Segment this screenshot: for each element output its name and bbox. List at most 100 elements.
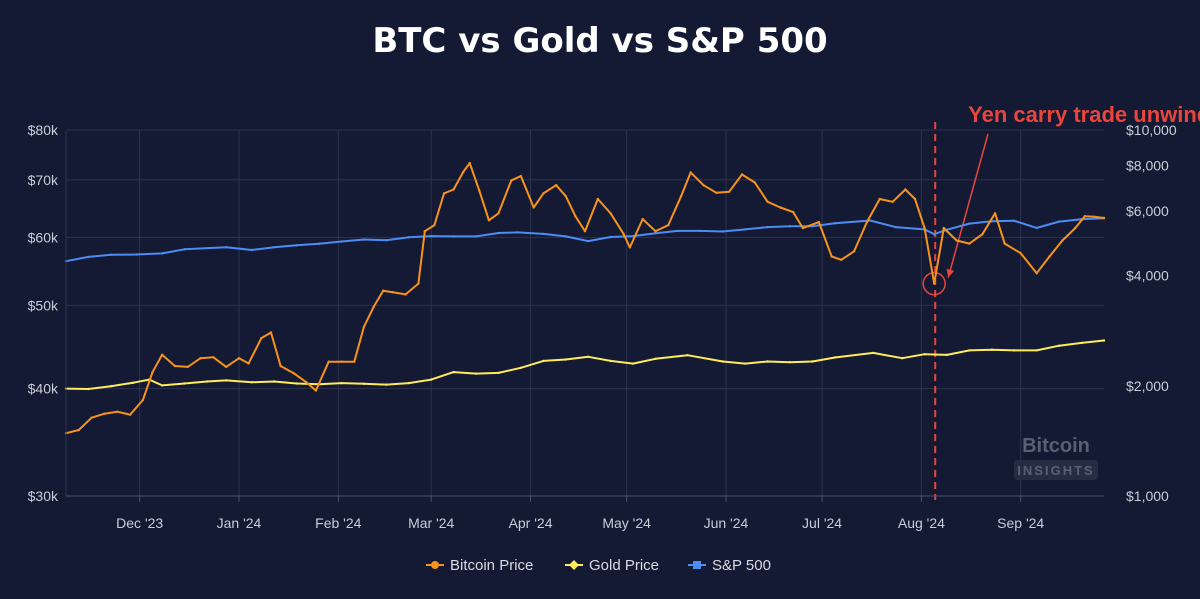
data-point bbox=[340, 381, 343, 385]
data-point bbox=[519, 366, 523, 369]
data-point bbox=[362, 325, 366, 329]
data-point bbox=[1093, 215, 1096, 218]
data-point bbox=[609, 359, 612, 363]
data-point bbox=[141, 398, 145, 402]
x-tick-label: Jun '24 bbox=[704, 515, 749, 531]
data-point bbox=[103, 412, 106, 415]
legend-item[interactable]: Gold Price bbox=[565, 557, 659, 574]
data-point bbox=[574, 215, 577, 218]
data-point bbox=[1019, 252, 1022, 255]
y-left-tick-label: $40k bbox=[28, 381, 59, 397]
data-point bbox=[766, 360, 769, 363]
data-point bbox=[160, 384, 164, 387]
data-point bbox=[340, 240, 343, 243]
data-point bbox=[968, 242, 971, 245]
y-left-tick-label: $70k bbox=[28, 172, 59, 188]
data-point bbox=[679, 195, 683, 198]
data-point bbox=[878, 197, 881, 201]
data-point bbox=[689, 171, 692, 174]
data-point bbox=[968, 222, 971, 225]
data-point bbox=[87, 387, 90, 391]
data-point bbox=[1035, 226, 1038, 230]
data-point bbox=[596, 197, 599, 201]
annotation-circle bbox=[922, 271, 946, 296]
data-point bbox=[872, 351, 875, 355]
data-point bbox=[744, 228, 747, 231]
data-point bbox=[1048, 255, 1051, 258]
data-point bbox=[833, 222, 837, 225]
data-point bbox=[933, 282, 936, 285]
data-point bbox=[865, 220, 869, 224]
data-point bbox=[728, 190, 731, 193]
data-point bbox=[942, 226, 945, 230]
data-point bbox=[564, 235, 567, 238]
data-point bbox=[423, 230, 426, 233]
data-point bbox=[474, 372, 478, 375]
data-point bbox=[132, 381, 135, 384]
x-tick-label: May '24 bbox=[602, 515, 651, 531]
y-left-tick-label: $60k bbox=[28, 229, 59, 245]
data-point bbox=[151, 371, 154, 374]
legend-label: Bitcoin Price bbox=[450, 557, 533, 574]
data-point bbox=[250, 248, 253, 252]
data-point bbox=[250, 381, 253, 384]
data-point bbox=[702, 184, 705, 187]
data-point bbox=[654, 230, 657, 233]
data-point bbox=[340, 360, 343, 363]
data-point bbox=[830, 255, 833, 258]
legend-item[interactable]: S&P 500 bbox=[688, 557, 771, 574]
data-point bbox=[407, 381, 410, 385]
data-point bbox=[225, 379, 228, 382]
legend-marker-diamond-icon bbox=[569, 560, 579, 570]
data-point bbox=[237, 357, 241, 360]
data-point bbox=[1061, 239, 1064, 242]
y-right-tick-label: $6,000 bbox=[1126, 203, 1169, 219]
data-point bbox=[840, 258, 843, 261]
data-point bbox=[385, 239, 388, 242]
data-point bbox=[372, 305, 375, 309]
data-point bbox=[1013, 349, 1016, 352]
data-point bbox=[77, 428, 81, 432]
data-point bbox=[622, 232, 625, 235]
data-point bbox=[532, 206, 535, 209]
data-point bbox=[362, 238, 366, 241]
data-point bbox=[609, 212, 612, 215]
annotation-arrowhead bbox=[946, 268, 955, 278]
series-line bbox=[65, 339, 1105, 390]
data-point bbox=[744, 362, 747, 365]
data-point bbox=[430, 378, 433, 381]
data-point bbox=[404, 293, 407, 296]
data-point bbox=[497, 371, 500, 375]
data-point bbox=[260, 336, 263, 340]
data-point bbox=[904, 188, 907, 191]
data-point bbox=[442, 192, 446, 195]
data-point bbox=[913, 197, 917, 201]
data-point bbox=[87, 255, 90, 259]
data-point bbox=[452, 188, 455, 191]
legend-marker-square-icon bbox=[693, 561, 701, 569]
data-point bbox=[292, 371, 295, 375]
data-point bbox=[305, 381, 308, 384]
data-point bbox=[788, 361, 792, 364]
axis-layer: $30k $40k $50k $60k $70k $80k $1,000 $2,000 $4,0… bbox=[28, 122, 1177, 531]
watermark-line2: INSIGHTS bbox=[1017, 463, 1094, 478]
data-point bbox=[183, 382, 186, 385]
data-point bbox=[430, 234, 433, 238]
x-tick-label: Feb '24 bbox=[315, 515, 361, 531]
series-gold-price bbox=[64, 339, 1106, 391]
data-point bbox=[801, 226, 805, 230]
data-point bbox=[314, 389, 318, 392]
data-point bbox=[676, 229, 680, 233]
legend-item[interactable]: Bitcoin Price bbox=[426, 557, 533, 574]
data-point bbox=[686, 354, 689, 357]
data-point bbox=[1074, 226, 1077, 230]
data-point bbox=[583, 230, 587, 233]
data-point bbox=[923, 353, 926, 356]
y-right-tick-label: $2,000 bbox=[1126, 378, 1169, 394]
data-point bbox=[497, 231, 500, 235]
y-right-tick-label: $4,000 bbox=[1126, 268, 1169, 284]
data-point bbox=[833, 356, 837, 359]
data-point bbox=[1083, 215, 1087, 218]
data-point bbox=[641, 217, 644, 221]
